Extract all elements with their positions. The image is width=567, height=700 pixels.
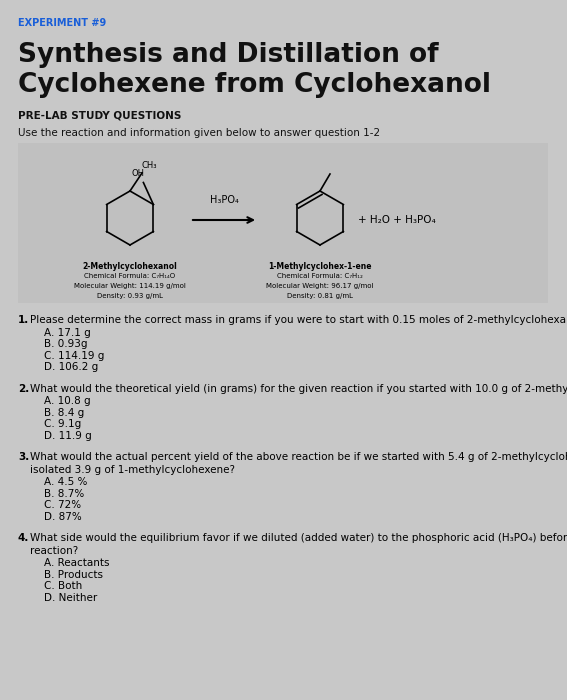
Text: + H₂O + H₃PO₄: + H₂O + H₃PO₄ bbox=[358, 215, 436, 225]
Text: Cyclohexene from Cyclohexanol: Cyclohexene from Cyclohexanol bbox=[18, 72, 491, 98]
Text: Density: 0.93 g/mL: Density: 0.93 g/mL bbox=[97, 293, 163, 299]
Text: Chemical Formula: C₇H₁₂: Chemical Formula: C₇H₁₂ bbox=[277, 273, 363, 279]
Text: C. 114.19 g: C. 114.19 g bbox=[44, 351, 104, 360]
Text: D. 11.9 g: D. 11.9 g bbox=[44, 430, 92, 440]
Bar bbox=[18, 143, 548, 303]
Text: 2-Methylcyclohexanol: 2-Methylcyclohexanol bbox=[83, 262, 177, 271]
Text: What side would the equilibrium favor if we diluted (added water) to the phospho: What side would the equilibrium favor if… bbox=[30, 533, 567, 543]
Text: 4.: 4. bbox=[18, 533, 29, 543]
Text: B. 0.93g: B. 0.93g bbox=[44, 339, 87, 349]
Text: Synthesis and Distillation of: Synthesis and Distillation of bbox=[18, 42, 439, 68]
Text: C. 72%: C. 72% bbox=[44, 500, 81, 510]
Text: B. 8.4 g: B. 8.4 g bbox=[44, 407, 84, 417]
Text: What would the theoretical yield (in grams) for the given reaction if you starte: What would the theoretical yield (in gra… bbox=[30, 384, 567, 393]
Text: D. 106.2 g: D. 106.2 g bbox=[44, 362, 98, 372]
Text: A. 17.1 g: A. 17.1 g bbox=[44, 328, 91, 337]
Text: B. Products: B. Products bbox=[44, 570, 103, 580]
Text: PRE-LAB STUDY QUESTIONS: PRE-LAB STUDY QUESTIONS bbox=[18, 110, 181, 120]
Text: 1-Methylcyclohex-1-ene: 1-Methylcyclohex-1-ene bbox=[268, 262, 372, 271]
Text: EXPERIMENT #9: EXPERIMENT #9 bbox=[18, 18, 106, 28]
Text: Please determine the correct mass in grams if you were to start with 0.15 moles : Please determine the correct mass in gra… bbox=[30, 315, 567, 325]
Text: Molecular Weight: 114.19 g/mol: Molecular Weight: 114.19 g/mol bbox=[74, 283, 186, 289]
Text: D. 87%: D. 87% bbox=[44, 512, 82, 522]
Text: 1.: 1. bbox=[18, 315, 29, 325]
Text: CH₃: CH₃ bbox=[142, 161, 158, 170]
Text: Use the reaction and information given below to answer question 1-2: Use the reaction and information given b… bbox=[18, 128, 380, 138]
Text: B. 8.7%: B. 8.7% bbox=[44, 489, 84, 498]
Text: A. 4.5 %: A. 4.5 % bbox=[44, 477, 87, 487]
Text: 3.: 3. bbox=[18, 452, 29, 462]
Text: C. Both: C. Both bbox=[44, 581, 82, 591]
Text: 2.: 2. bbox=[18, 384, 29, 393]
Text: reaction?: reaction? bbox=[30, 545, 78, 556]
Text: C. 9.1g: C. 9.1g bbox=[44, 419, 81, 429]
Text: Molecular Weight: 96.17 g/mol: Molecular Weight: 96.17 g/mol bbox=[266, 283, 374, 289]
Text: Chemical Formula: C₇H₁₄O: Chemical Formula: C₇H₁₄O bbox=[84, 273, 176, 279]
Text: A. 10.8 g: A. 10.8 g bbox=[44, 396, 91, 406]
Text: OH: OH bbox=[132, 169, 145, 178]
Text: What would the actual percent yield of the above reaction be if we started with : What would the actual percent yield of t… bbox=[30, 452, 567, 462]
Text: Density: 0.81 g/mL: Density: 0.81 g/mL bbox=[287, 293, 353, 299]
Text: isolated 3.9 g of 1-methylcyclohexene?: isolated 3.9 g of 1-methylcyclohexene? bbox=[30, 465, 235, 475]
Text: D. Neither: D. Neither bbox=[44, 592, 98, 603]
Text: A. Reactants: A. Reactants bbox=[44, 558, 109, 568]
Text: H₃PO₄: H₃PO₄ bbox=[210, 195, 239, 205]
